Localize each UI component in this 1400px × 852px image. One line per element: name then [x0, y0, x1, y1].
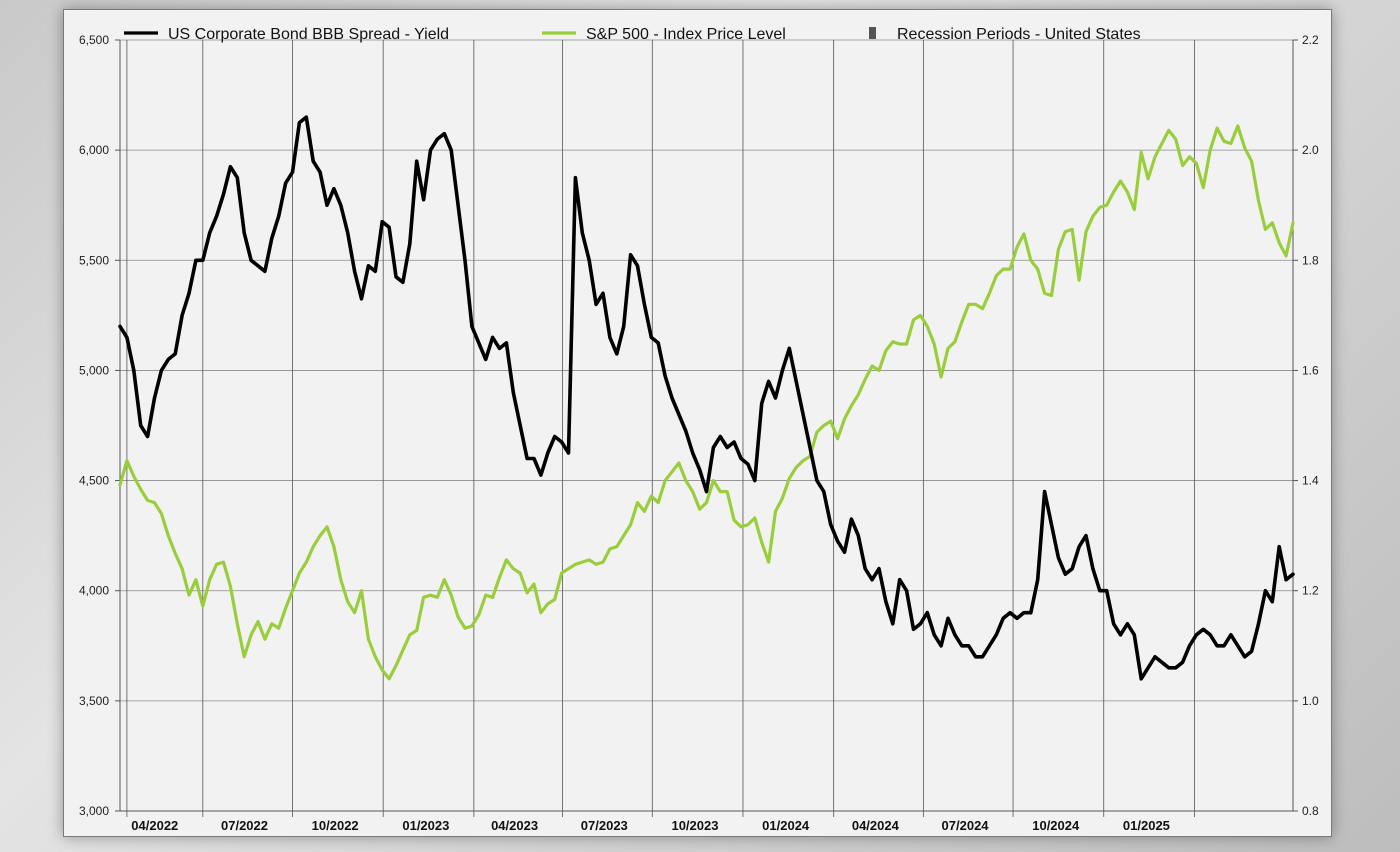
legend-item: S&P 500 - Index Price Level: [542, 26, 786, 43]
gridlines: [120, 39, 1293, 812]
left-tick-label: 5,500: [79, 253, 109, 267]
left-axis: 3,000 3,500 4,000 4,500 5,000 5,500 6,000 6,500: [79, 33, 121, 818]
right-tick-label: 1.8: [1302, 253, 1319, 267]
x-tick-label: 07/2024: [942, 818, 990, 833]
x-tick-label: 01/2025: [1123, 818, 1170, 833]
x-tick-label: 01/2024: [762, 818, 810, 833]
x-tick-label: 04/2022: [131, 818, 178, 833]
legend-label: US Corporate Bond BBB Spread - Yield: [168, 26, 449, 43]
left-tick-label: 3,500: [79, 694, 109, 708]
right-axis: 0.8 1.0 1.2 1.4 1.6 1.8 2.0 2.2: [1292, 33, 1319, 818]
left-tick-label: 4,000: [79, 584, 109, 598]
x-tick-label: 10/2022: [312, 818, 359, 833]
x-tick-label: 04/2024: [852, 818, 900, 833]
x-axis: 04/2022 07/2022 10/2022 01/2023 04/2023 07/20…: [120, 810, 1293, 833]
legend-label: Recession Periods - United States: [897, 26, 1141, 43]
left-tick-label: 3,000: [79, 804, 109, 818]
x-tick-label: 07/2023: [581, 818, 628, 833]
right-tick-label: 1.2: [1302, 584, 1319, 598]
legend: US Corporate Bond BBB Spread - Yield S&P …: [124, 26, 1141, 43]
chart-panel: 3,000 3,500 4,000 4,500 5,000 5,500 6,000 6,500…: [63, 9, 1332, 837]
left-tick-label: 4,500: [79, 474, 109, 488]
series-lines: [118, 115, 1295, 681]
x-tick-label: 10/2023: [671, 818, 718, 833]
right-tick-label: 2.0: [1302, 143, 1319, 157]
legend-item: Recession Periods - United States: [869, 26, 1141, 43]
x-tick-label: 04/2023: [491, 818, 538, 833]
right-tick-label: 2.2: [1302, 33, 1319, 47]
x-tick-label: 07/2022: [221, 818, 268, 833]
bbb-spread-line: [118, 115, 1295, 681]
left-tick-label: 5,000: [79, 363, 109, 377]
right-tick-label: 1.6: [1302, 363, 1319, 377]
legend-item: US Corporate Bond BBB Spread - Yield: [124, 26, 449, 43]
right-tick-label: 1.0: [1302, 694, 1319, 708]
left-tick-label: 6,500: [79, 33, 109, 47]
legend-swatch: [869, 27, 876, 39]
sp500-line: [118, 124, 1295, 681]
x-gridlines: [126, 40, 1195, 817]
x-tick-label: 01/2023: [402, 818, 449, 833]
left-tick-label: 6,000: [79, 143, 109, 157]
x-tick-label: 10/2024: [1032, 818, 1080, 833]
right-tick-label: 0.8: [1302, 804, 1319, 818]
line-chart: 3,000 3,500 4,000 4,500 5,000 5,500 6,000 6,500…: [79, 26, 1319, 833]
right-tick-label: 1.4: [1302, 474, 1319, 488]
legend-label: S&P 500 - Index Price Level: [586, 26, 786, 43]
